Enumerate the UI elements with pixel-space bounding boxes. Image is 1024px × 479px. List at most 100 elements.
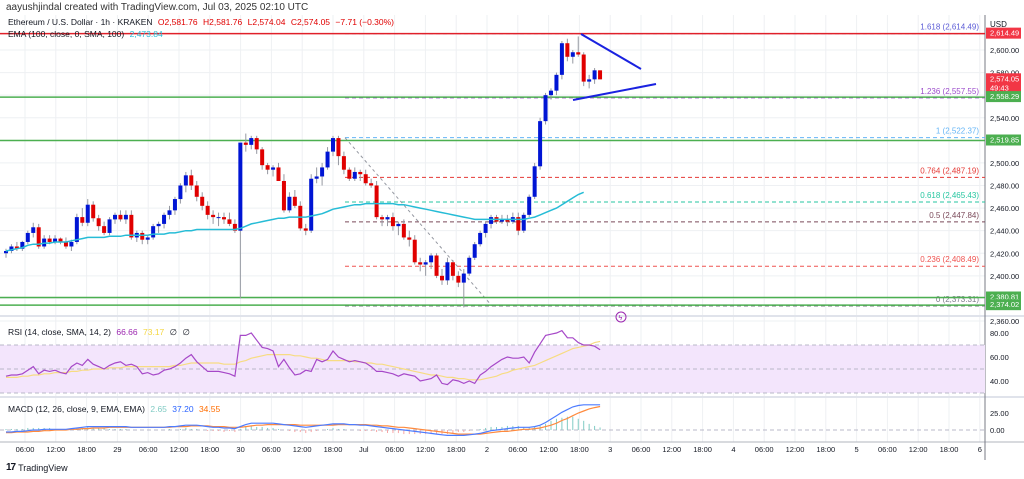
svg-text:18:00: 18:00 xyxy=(570,445,589,454)
ema-legend[interactable]: EMA (100, close, 0, SMA, 100) 2,473.84 xyxy=(8,29,166,39)
svg-text:2,558.29: 2,558.29 xyxy=(990,92,1019,101)
price-badge xyxy=(986,299,1021,311)
svg-text:30: 30 xyxy=(236,445,244,454)
svg-text:18:00: 18:00 xyxy=(816,445,835,454)
svg-text:5: 5 xyxy=(855,445,859,454)
svg-text:12:00: 12:00 xyxy=(539,445,558,454)
rsi-extra-1: ∅ xyxy=(169,327,178,337)
svg-text:12:00: 12:00 xyxy=(909,445,928,454)
currency-button[interactable]: USD xyxy=(990,20,1007,29)
macd-signal-line xyxy=(6,405,601,435)
svg-text:12:00: 12:00 xyxy=(293,445,312,454)
rsi-line xyxy=(5,329,601,386)
fib-level-label: 0.236 (2,408.49) xyxy=(920,255,979,264)
chart-credit: aayushjindal created with TradingView.co… xyxy=(6,2,309,13)
svg-text:2: 2 xyxy=(485,445,489,454)
svg-text:18:00: 18:00 xyxy=(940,445,959,454)
svg-text:12:00: 12:00 xyxy=(416,445,435,454)
tradingview-logo-icon: 17 xyxy=(6,462,16,473)
macd-signal-value: 34.55 xyxy=(198,404,221,414)
rsi-pane: 80.00 60.00 40.00 xyxy=(0,329,1009,394)
time-axis: 06:00 12:00 18:00 29 06:00 12:00 18:00 30 06:00 1… xyxy=(16,445,982,454)
fib-trend-line xyxy=(344,137,493,307)
ohlc-open: O2,581.76 xyxy=(157,17,198,27)
event-icon xyxy=(615,311,627,323)
ema-label: EMA (100, close, 0, SMA, 100) xyxy=(8,29,125,39)
svg-text:2,540.00: 2,540.00 xyxy=(990,114,1019,123)
svg-text:2,614.49: 2,614.49 xyxy=(990,29,1019,38)
svg-text:2,480.00: 2,480.00 xyxy=(990,182,1019,191)
svg-text:49:43: 49:43 xyxy=(990,83,1009,92)
ohlc-high: H2,581.76 xyxy=(203,17,243,27)
fib-level-label: 0.764 (2,487.19) xyxy=(920,166,979,175)
triangle-upper-trendline xyxy=(580,33,642,70)
svg-text:2,420.00: 2,420.00 xyxy=(990,249,1019,258)
svg-text:06:00: 06:00 xyxy=(508,445,527,454)
svg-text:2,500.00: 2,500.00 xyxy=(990,159,1019,168)
svg-text:60.00: 60.00 xyxy=(990,353,1009,362)
svg-text:0.00: 0.00 xyxy=(990,426,1005,435)
svg-text:12:00: 12:00 xyxy=(786,445,805,454)
ohlc-low: L2,574.04 xyxy=(247,17,286,27)
symbol-legend: Ethereum / U.S. Dollar · 1h · KRAKEN O2,… xyxy=(8,17,397,27)
svg-text:2,374.02: 2,374.02 xyxy=(990,300,1019,309)
fib-level-label: 1 (2,522.37) xyxy=(936,127,979,136)
svg-text:2,360.00: 2,360.00 xyxy=(990,317,1019,326)
svg-text:3: 3 xyxy=(608,445,612,454)
symbol-title[interactable]: Ethereum / U.S. Dollar · 1h · KRAKEN xyxy=(8,17,153,27)
svg-text:ϟ: ϟ xyxy=(619,315,623,322)
ema-value: 2,473.84 xyxy=(129,29,163,39)
svg-text:06:00: 06:00 xyxy=(385,445,404,454)
svg-text:06:00: 06:00 xyxy=(755,445,774,454)
svg-text:06:00: 06:00 xyxy=(16,445,35,454)
svg-text:18:00: 18:00 xyxy=(200,445,219,454)
price-badge xyxy=(986,134,1021,146)
price-badge xyxy=(986,291,1021,303)
ohlc-change: −7.71 (−0.30%) xyxy=(335,17,395,27)
rsi-extra-2: ∅ xyxy=(182,327,190,337)
price-badge xyxy=(986,91,1021,103)
svg-text:06:00: 06:00 xyxy=(262,445,281,454)
triangle-lower-trendline xyxy=(572,83,657,101)
fib-level-label: 1.236 (2,557.55) xyxy=(920,87,979,96)
macd-line xyxy=(6,404,601,436)
macd-value: 37.20 xyxy=(172,404,194,414)
svg-text:4: 4 xyxy=(731,445,735,454)
svg-text:2,400.00: 2,400.00 xyxy=(990,272,1019,281)
fib-level-label: 1.618 (2,614.49) xyxy=(920,23,979,32)
svg-text:06:00: 06:00 xyxy=(632,445,651,454)
svg-text:2,580.00: 2,580.00 xyxy=(990,69,1019,78)
svg-text:Jul: Jul xyxy=(359,445,369,454)
svg-text:29: 29 xyxy=(113,445,121,454)
svg-text:25.00: 25.00 xyxy=(990,409,1009,418)
tradingview-brand: TradingView xyxy=(18,462,68,473)
price-badge xyxy=(986,27,1021,39)
svg-text:2,460.00: 2,460.00 xyxy=(990,204,1019,213)
macd-pane: 25.00 0.00 xyxy=(0,404,1009,436)
svg-text:12:00: 12:00 xyxy=(46,445,65,454)
svg-text:2,574.05: 2,574.05 xyxy=(990,74,1019,83)
svg-text:2,440.00: 2,440.00 xyxy=(990,227,1019,236)
rsi-label: RSI (14, close, SMA, 14, 2) xyxy=(8,327,111,337)
macd-label: MACD (12, 26, close, 9, EMA, EMA) xyxy=(8,404,145,414)
fib-level-label: 0.618 (2,465.43) xyxy=(920,191,979,200)
ohlc-close: C2,574.05 xyxy=(290,17,331,27)
svg-text:2,600.00: 2,600.00 xyxy=(990,46,1019,55)
rsi-sma-value: 73.17 xyxy=(143,327,165,337)
macd-legend[interactable]: MACD (12, 26, close, 9, EMA, EMA) 2.65 3… xyxy=(8,404,223,414)
fib-level-label: 0.5 (2,447.84) xyxy=(929,211,979,220)
svg-text:18:00: 18:00 xyxy=(324,445,343,454)
rsi-legend[interactable]: RSI (14, close, SMA, 14, 2) 66.66 73.17 … xyxy=(8,327,193,338)
price-axis: 2,600.00 2,580.00 2,540.00 2,500.00 2,480.00… xyxy=(986,27,1021,326)
ema-line xyxy=(5,191,584,252)
svg-text:06:00: 06:00 xyxy=(139,445,158,454)
svg-text:2,519.85: 2,519.85 xyxy=(990,136,1019,145)
svg-text:40.00: 40.00 xyxy=(990,377,1009,386)
svg-text:18:00: 18:00 xyxy=(447,445,466,454)
tradingview-logo[interactable]: 17 TradingView xyxy=(6,462,68,473)
rsi-value: 66.66 xyxy=(116,327,138,337)
price-badge xyxy=(986,73,1021,94)
svg-text:06:00: 06:00 xyxy=(878,445,897,454)
